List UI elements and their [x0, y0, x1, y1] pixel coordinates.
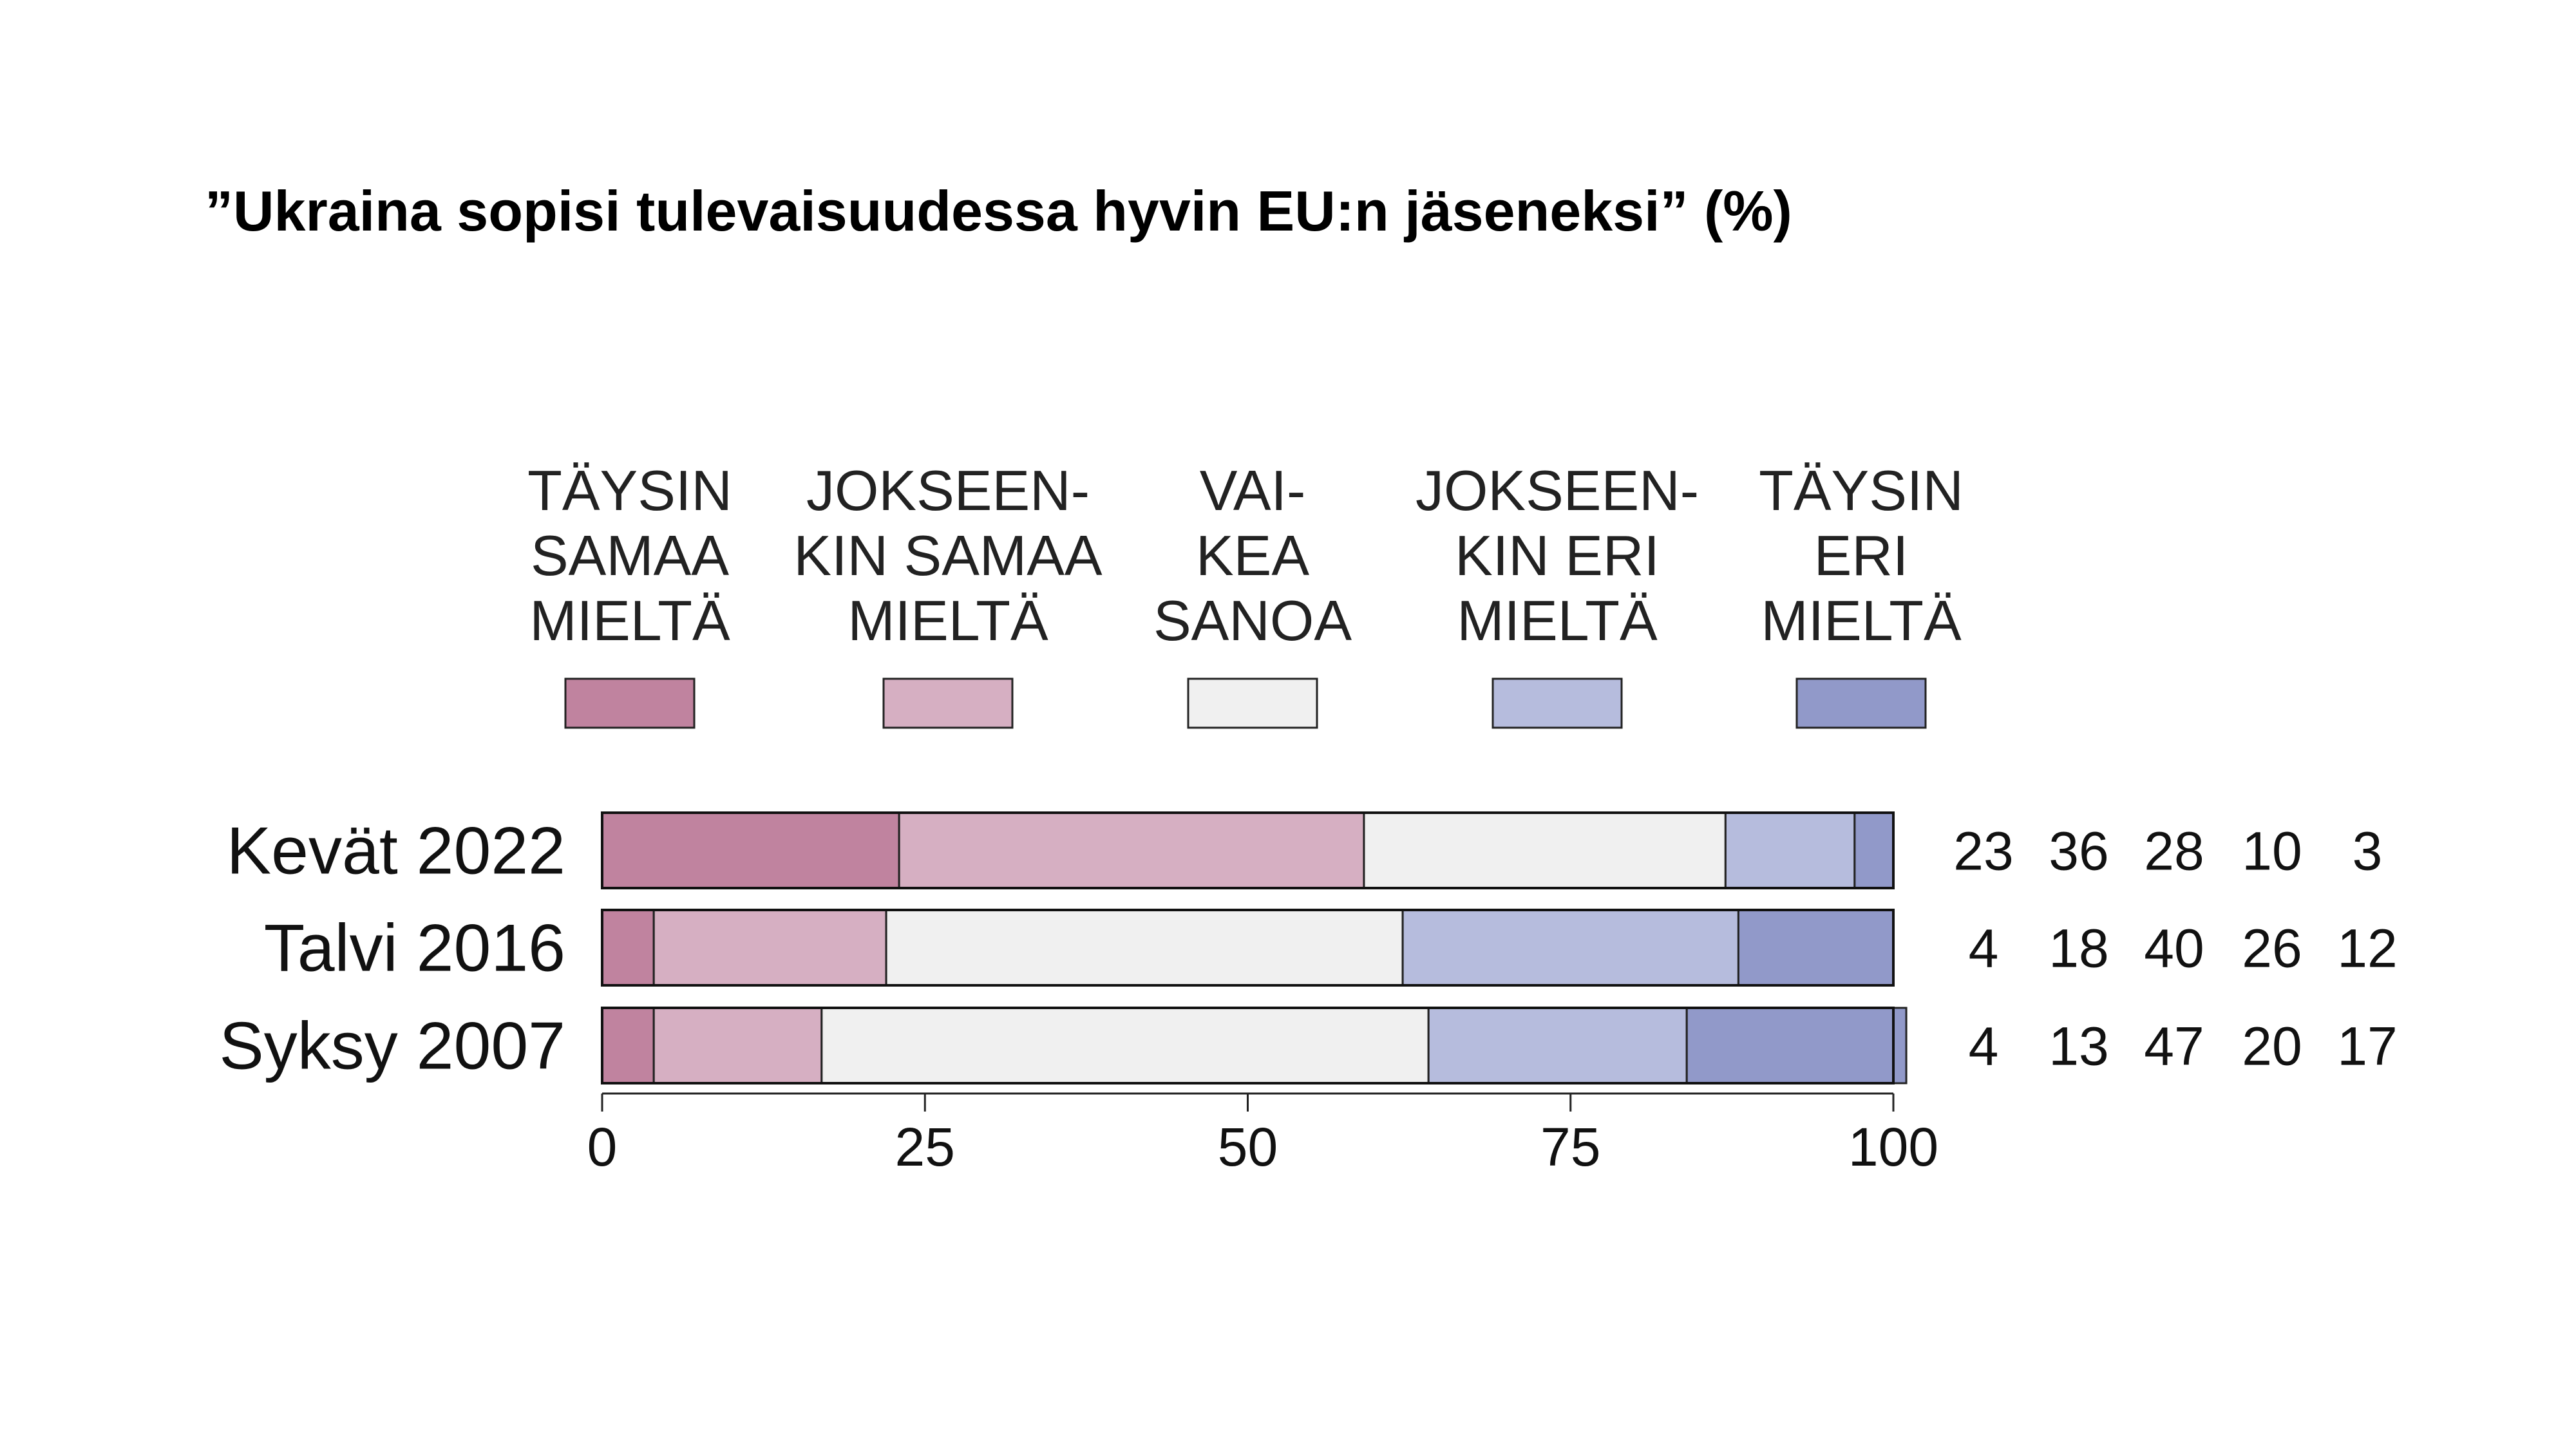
x-axis: 0 25 50 75 100: [587, 1092, 1938, 1177]
bar-segment: [885, 909, 1404, 987]
legend-label: JOKSEEN-: [1416, 459, 1699, 522]
legend-label: MIELTÄ: [848, 589, 1048, 652]
legend-label: KIN ERI: [1455, 524, 1660, 587]
value-label: 17: [2337, 1016, 2397, 1077]
bar-segment: [601, 1007, 655, 1084]
tick-label: 50: [1218, 1117, 1278, 1177]
legend-label: KIN SAMAA: [793, 524, 1103, 587]
category-label: Kevät 2022: [227, 814, 565, 889]
legend-swatch: [1187, 677, 1318, 729]
value-label: 3: [2353, 821, 2383, 882]
legend-swatch: [1795, 677, 1927, 729]
value-label: 23: [1953, 821, 2013, 882]
value-label: 40: [2144, 918, 2204, 979]
value-label: 4: [1969, 918, 1999, 979]
bars: [601, 811, 1908, 1084]
value-label: 10: [2242, 821, 2302, 882]
value-label: 36: [2049, 821, 2108, 882]
legend-label: KEA: [1196, 524, 1309, 587]
category-label: Talvi 2016: [264, 911, 565, 986]
bar-segment: [601, 811, 900, 889]
value-label: 12: [2337, 918, 2397, 979]
bar-outline: [601, 909, 1895, 987]
legend-swatch: [882, 677, 1014, 729]
bar-segment: [1853, 811, 1895, 889]
value-label: 26: [2242, 918, 2302, 979]
bar-segment: [1737, 909, 1895, 987]
bar-segment: [1724, 811, 1856, 889]
bar-segment: [1363, 811, 1727, 889]
category-label: Syksy 2007: [219, 1009, 565, 1084]
chart-title: ”Ukraina sopisi tulevaisuudessa hyvin EU…: [205, 179, 1792, 243]
legend-label: TÄYSIN: [527, 459, 732, 522]
legend-label: VAI-: [1200, 459, 1306, 522]
legend-label: SAMAA: [531, 524, 729, 587]
legend-label: ERI: [1814, 524, 1909, 587]
bar-segment: [652, 909, 887, 987]
legend-label: SANOA: [1153, 589, 1352, 652]
tick-label: 100: [1848, 1117, 1938, 1177]
value-label: 13: [2049, 1016, 2108, 1077]
legend-swatch: [564, 677, 696, 729]
legend-label: MIELTÄ: [1457, 589, 1658, 652]
value-label: 20: [2242, 1016, 2302, 1077]
bar-segment: [1427, 1007, 1688, 1084]
tick-label: 25: [895, 1117, 955, 1177]
bar-outline: [601, 1007, 1895, 1084]
legend-label: JOKSEEN-: [806, 459, 1090, 522]
category-labels: Kevät 2022 Talvi 2016 Syksy 2007: [219, 814, 565, 1084]
bar-segment: [652, 1007, 823, 1084]
tick-label: 0: [587, 1117, 618, 1177]
tick-label: 75: [1540, 1117, 1600, 1177]
bar-segment: [898, 811, 1365, 889]
legend-label: TÄYSIN: [1759, 459, 1964, 522]
bar-outline: [601, 811, 1895, 889]
bar-segment: [1685, 1007, 1908, 1084]
value-label: 28: [2144, 821, 2204, 882]
bar-segment: [1401, 909, 1739, 987]
bar-segment: [820, 1007, 1430, 1084]
bar-segment: [601, 909, 655, 987]
value-labels: 23 36 28 10 3 4 18 40 26 12 4 13 47 20 17: [1953, 821, 2397, 1077]
value-label: 18: [2049, 918, 2108, 979]
legend-label: MIELTÄ: [529, 589, 730, 652]
legend-label: MIELTÄ: [1761, 589, 1962, 652]
legend-swatch: [1492, 677, 1623, 729]
value-label: 4: [1969, 1016, 1999, 1077]
value-label: 47: [2144, 1016, 2204, 1077]
